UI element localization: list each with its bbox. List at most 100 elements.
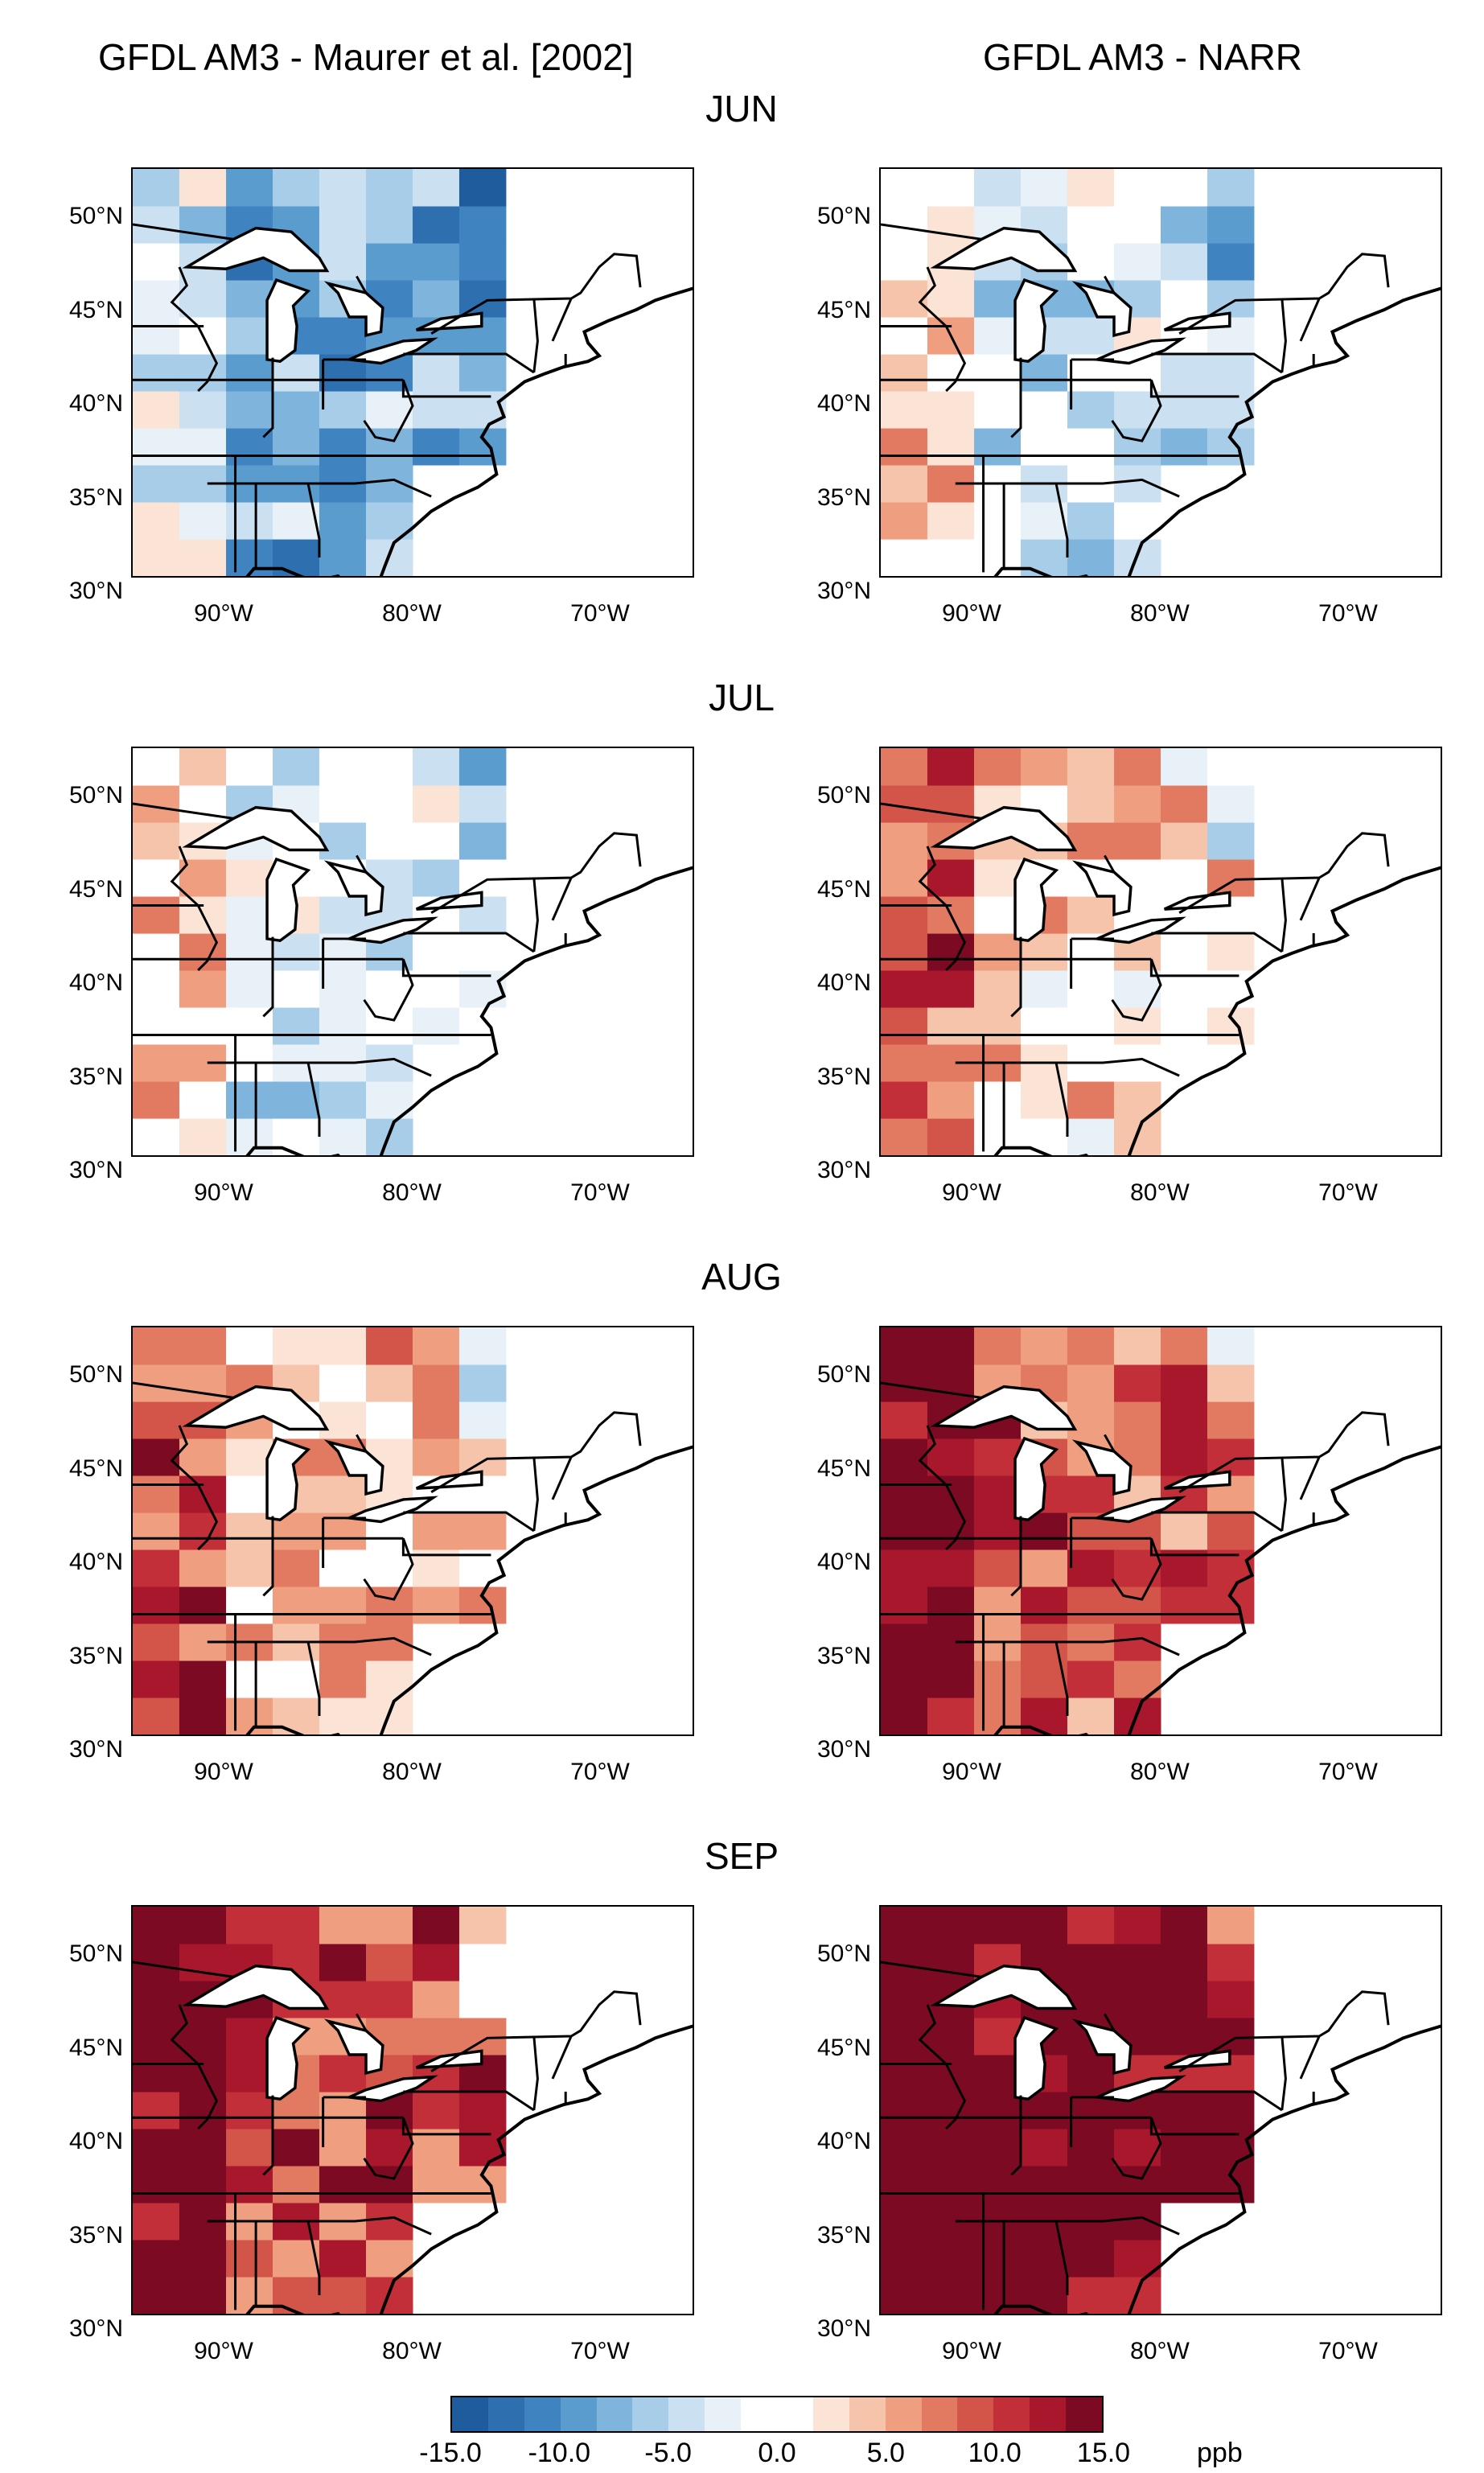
state-border <box>1104 1434 1116 1452</box>
grid-cell <box>1114 1944 1161 1981</box>
grid-cell <box>319 1549 367 1587</box>
grid-cell <box>881 1907 928 1944</box>
grid-cell <box>881 2276 928 2314</box>
grid-cell <box>319 317 367 355</box>
map-canvas <box>881 1327 1441 1734</box>
grid-cell <box>413 932 460 971</box>
state-border <box>430 1990 642 2072</box>
colorbar-swatch <box>632 2397 669 2431</box>
coastline <box>993 866 1441 1155</box>
grid-cell <box>179 169 227 207</box>
state-border <box>918 266 948 327</box>
coastline <box>245 286 693 576</box>
grid-cell <box>179 970 227 1008</box>
great-lake <box>415 891 483 911</box>
grid-cell <box>1067 169 1115 207</box>
grid-cell <box>1207 169 1255 207</box>
grid-cell <box>974 391 1022 429</box>
colorbar-tick-label: 5.0 <box>866 2438 905 2468</box>
state-border <box>1281 877 1287 953</box>
grid-cell <box>927 2165 975 2203</box>
colorbar-tick-label: 10.0 <box>968 2438 1022 2468</box>
grid-cell <box>413 1327 460 1365</box>
grid-cell <box>1161 1907 1208 1944</box>
grid-cell <box>1067 748 1115 786</box>
great-lake <box>265 2015 311 2101</box>
grid-cell <box>133 2165 180 2203</box>
right-column-title: GFDL AM3 - NARR <box>983 36 1303 78</box>
grid-cell <box>413 2165 460 2203</box>
grid-cell <box>273 169 320 207</box>
grid-cell <box>319 2055 367 2092</box>
grid-cell <box>226 2091 273 2129</box>
grid-cell <box>1207 1327 1255 1365</box>
grid-cell <box>319 1475 367 1513</box>
great-lake <box>1071 1439 1133 1496</box>
grid-cell <box>1067 1401 1115 1439</box>
grid-cell <box>226 1475 273 1513</box>
grid-cell <box>1021 1006 1068 1045</box>
state-border <box>1151 1511 1283 1533</box>
grid-cell <box>1067 1980 1115 2018</box>
grid-cell <box>133 970 180 1008</box>
grid-cell <box>1161 1980 1208 2018</box>
grid-cell <box>226 2018 273 2055</box>
lat-tick-label: 40°N <box>68 969 123 996</box>
grid-cell <box>458 2091 507 2129</box>
state-border <box>1111 1537 1162 1601</box>
grid-cell <box>319 785 367 823</box>
coastline <box>993 1445 1441 1734</box>
grid-cell <box>319 2240 367 2278</box>
grid-cell <box>458 353 507 392</box>
grid-cell <box>927 748 975 786</box>
grid-cell <box>273 391 320 429</box>
grid-cell <box>413 2018 460 2055</box>
grid-cell <box>458 932 507 971</box>
state-border <box>1178 832 1390 914</box>
grid-cell <box>458 748 507 786</box>
lat-tick-label: 50°N <box>68 1361 123 1388</box>
grid-cell <box>226 1907 273 1944</box>
state-border <box>403 352 535 374</box>
state-border <box>1178 1990 1390 2072</box>
grid-cell <box>133 1549 180 1587</box>
grid-cell <box>1207 242 1255 281</box>
grid-cell <box>1067 970 1115 1008</box>
grid-cell <box>1021 1586 1068 1624</box>
colorbar-swatch <box>524 2397 561 2431</box>
grid-cell <box>881 1586 928 1624</box>
left-column-title: GFDL AM3 - Maurer et al. [2002] <box>98 36 634 78</box>
state-border <box>170 266 199 327</box>
great-lake <box>182 805 330 852</box>
lat-tick-label: 40°N <box>68 2128 123 2154</box>
grid-cell <box>927 970 975 1008</box>
grid-cell <box>273 2240 320 2278</box>
grid-cell <box>413 353 460 392</box>
state-border <box>944 325 967 393</box>
grid-cell <box>366 1980 413 2018</box>
grid-cell <box>319 1980 367 2018</box>
lat-tick-label: 45°N <box>816 2034 871 2061</box>
grid-cell <box>226 1438 273 1476</box>
grid-cell <box>881 2091 928 2129</box>
grid-cell <box>413 1512 460 1550</box>
lat-tick-label: 45°N <box>68 875 123 903</box>
grid-cell <box>226 2129 273 2166</box>
state-border <box>363 2117 414 2180</box>
grid-cell <box>927 2240 975 2278</box>
state-border <box>532 298 539 373</box>
grid-cell <box>927 1006 975 1045</box>
lat-tick-label: 30°N <box>68 1157 123 1183</box>
great-lake <box>323 860 384 917</box>
state-border <box>551 1456 573 1500</box>
grid-cell <box>881 859 928 897</box>
colorbar-swatch <box>705 2397 742 2431</box>
state-border <box>1054 1641 1069 1716</box>
lat-tick-label: 45°N <box>816 1455 871 1482</box>
great-lake <box>1091 1496 1186 1524</box>
grid-cell <box>1161 353 1208 392</box>
grid-cell <box>1067 1117 1115 1155</box>
grid-cell <box>273 970 320 1008</box>
state-border <box>1281 2035 1287 2111</box>
state-border <box>196 1483 219 1551</box>
